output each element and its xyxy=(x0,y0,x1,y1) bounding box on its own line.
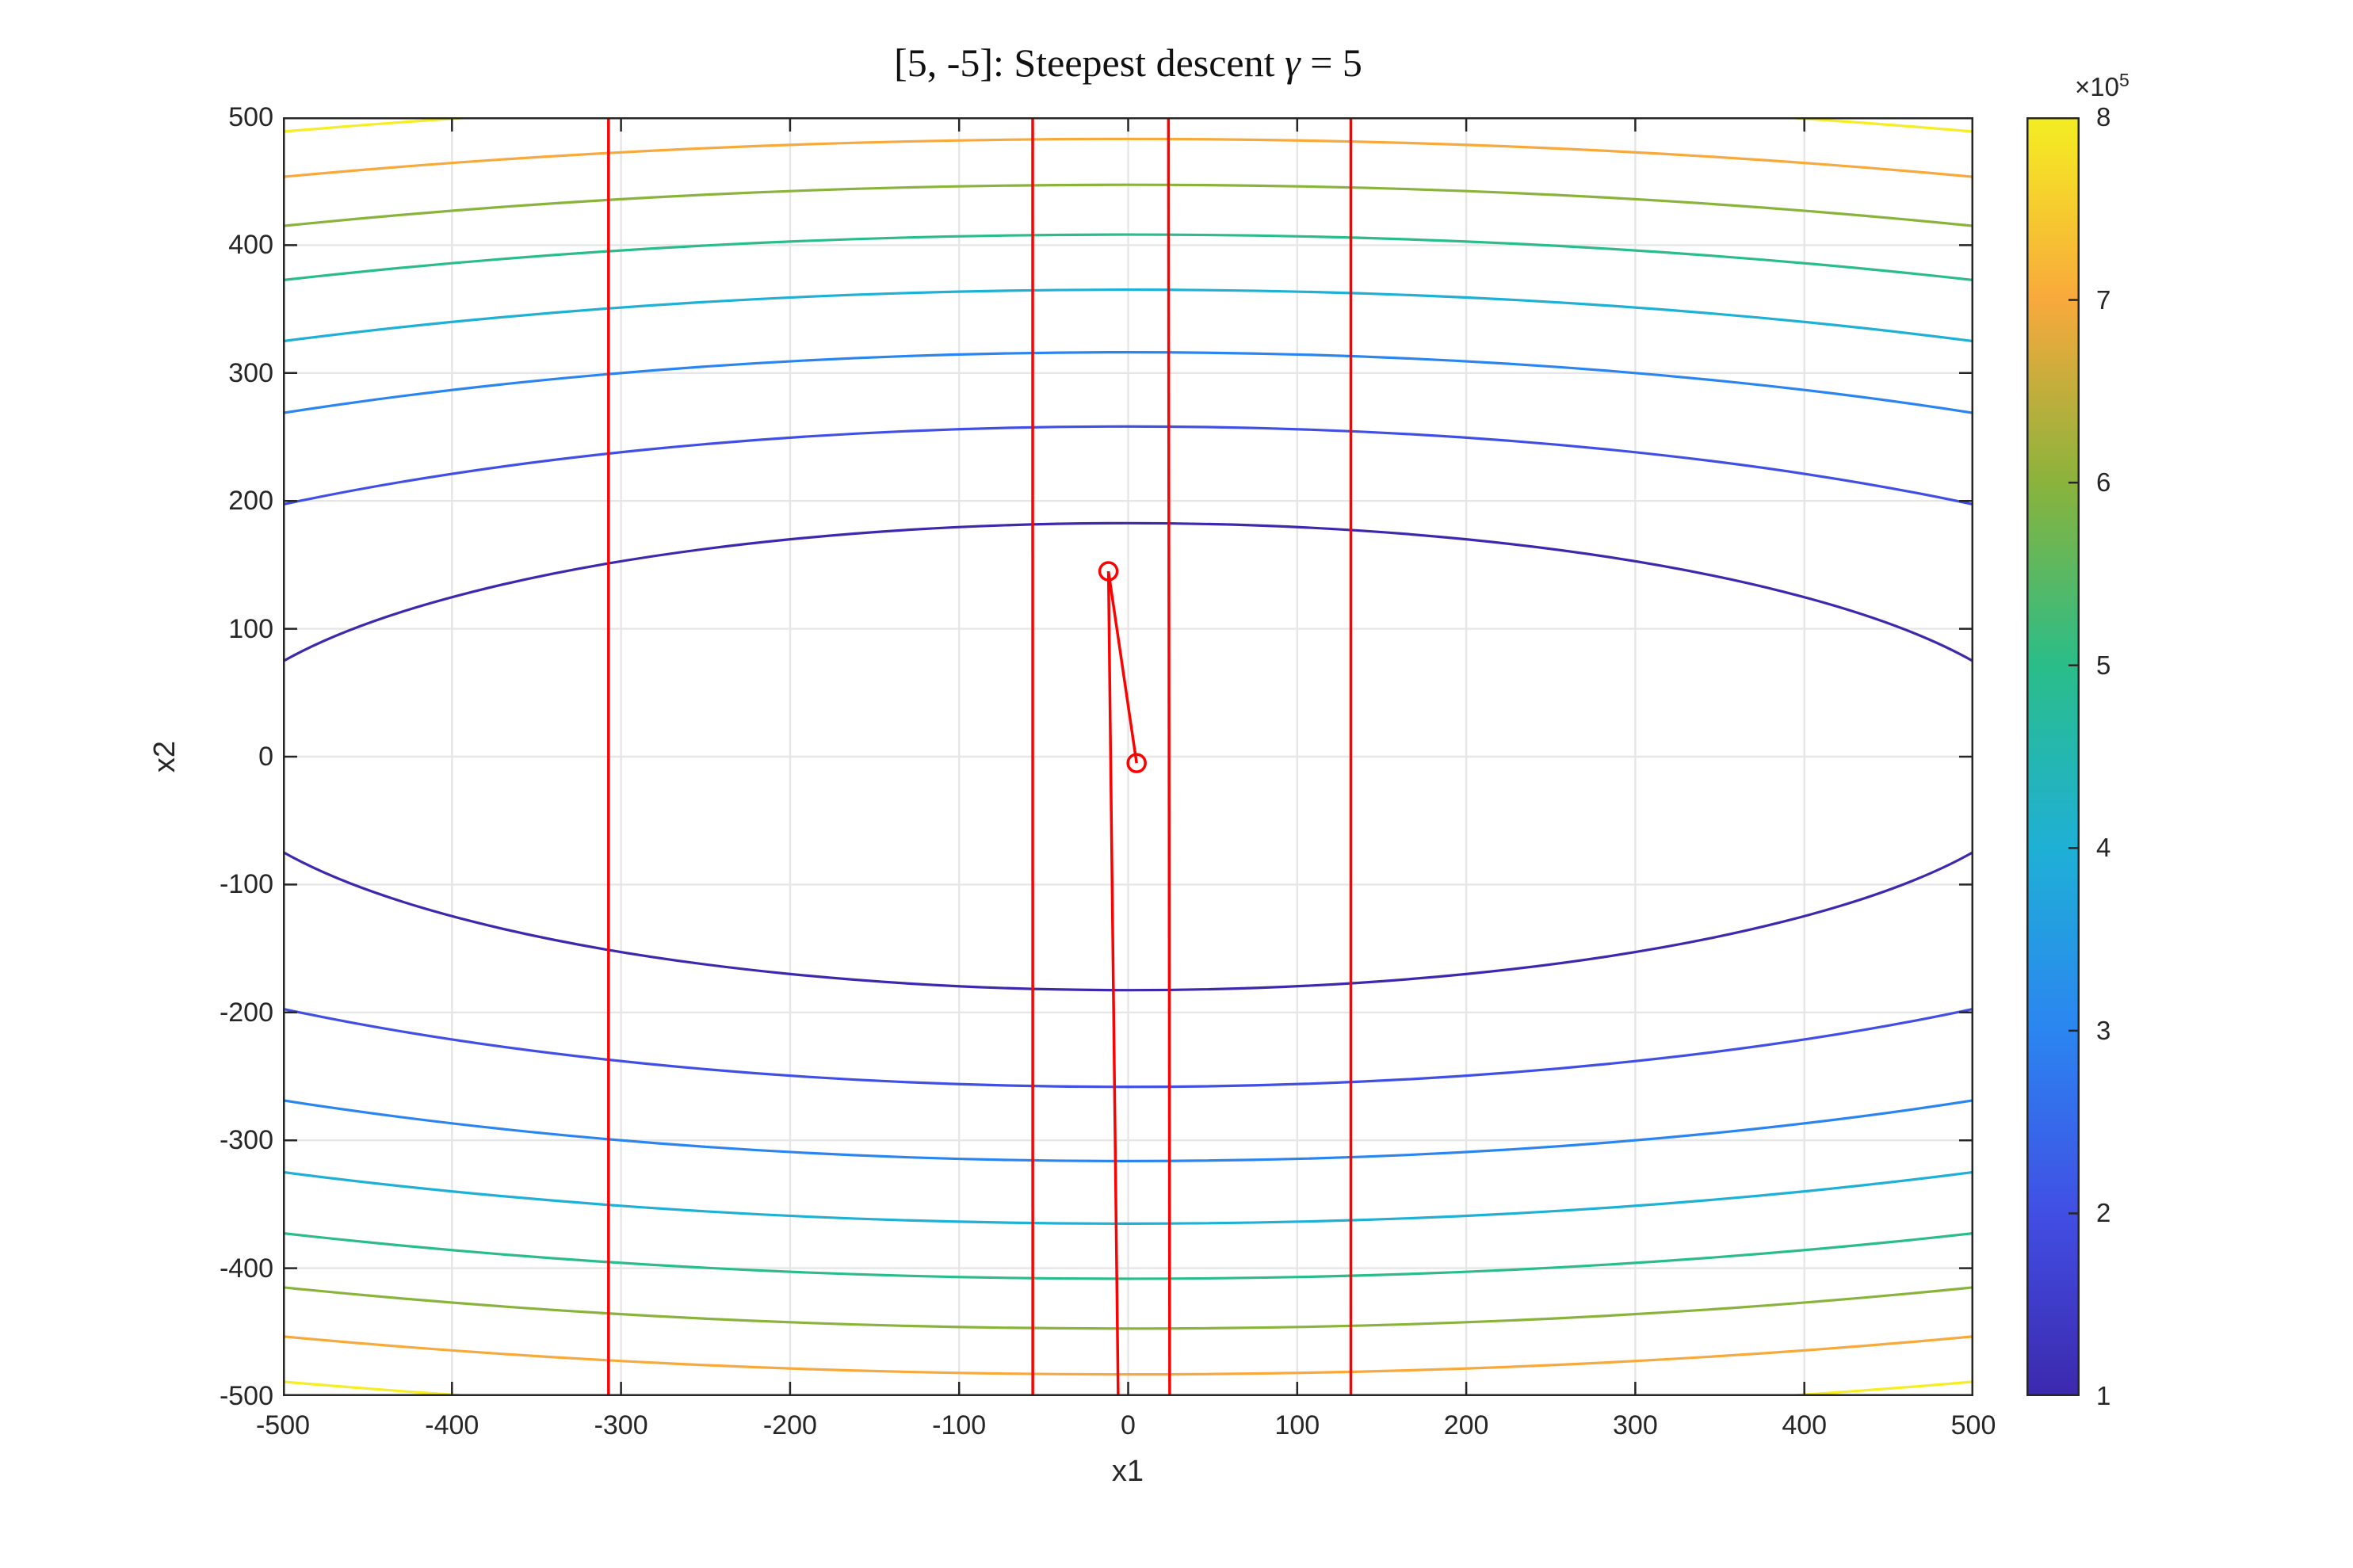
colorbar-tick-label: 8 xyxy=(2096,102,2111,132)
contour-line xyxy=(283,351,1973,1162)
descent-point-marker xyxy=(1098,561,1119,582)
colorbar-tick-label: 5 xyxy=(2096,650,2111,680)
colorbar-gradient xyxy=(2026,117,2080,1396)
plot-area xyxy=(283,117,1973,1396)
y-tick-label: -400 xyxy=(219,1253,273,1284)
y-tick-label: -100 xyxy=(219,869,273,900)
x-tick-label: 100 xyxy=(1274,1410,1320,1440)
descent-path-segment xyxy=(1167,117,1171,1396)
x-tick-label: 500 xyxy=(1950,1410,1996,1440)
y-tick-label: 400 xyxy=(228,230,273,261)
gamma-symbol: γ xyxy=(1285,40,1301,85)
y-tick-label: -200 xyxy=(219,997,273,1028)
y-tick-label: -500 xyxy=(219,1381,273,1411)
colorbar-tick-label: 1 xyxy=(2096,1381,2111,1410)
y-tick-label: 300 xyxy=(228,357,273,388)
x-tick-label: -300 xyxy=(594,1410,648,1440)
y-tick-label: 100 xyxy=(228,613,273,644)
y-axis-label: x2 xyxy=(148,740,181,773)
contour-line xyxy=(283,233,1973,1280)
colorbar-exponent: ×105 xyxy=(2075,70,2130,101)
descent-point-marker xyxy=(1126,753,1147,773)
colorbar-tick-label: 2 xyxy=(2096,1198,2111,1228)
contour-line xyxy=(283,137,1973,1376)
colorbar xyxy=(2026,117,2080,1396)
contour-line xyxy=(283,521,1973,992)
x-tick-label: 0 xyxy=(1121,1410,1136,1440)
axes-box xyxy=(283,117,1973,1396)
plot-title: [5, -5]: Steepest descent γ = 5 xyxy=(894,40,1362,85)
colorbar-tick-label: 6 xyxy=(2096,467,2111,498)
descent-path-segment xyxy=(1106,570,1138,764)
x-tick-label: -200 xyxy=(762,1410,817,1440)
contour-line xyxy=(283,288,1973,1225)
y-tick-label: 200 xyxy=(228,486,273,517)
y-tick-label: -300 xyxy=(219,1125,273,1156)
y-tick-label: 500 xyxy=(228,102,273,132)
x-tick-label: 400 xyxy=(1782,1410,1828,1440)
y-tick-label: 0 xyxy=(258,742,273,772)
colorbar-tick-label: 3 xyxy=(2096,1015,2111,1045)
colorbar-tick-label: 7 xyxy=(2096,284,2111,315)
x-tick-label: 300 xyxy=(1613,1410,1658,1440)
contour-line xyxy=(283,183,1973,1330)
x-tick-label: -400 xyxy=(425,1410,479,1440)
x-tick-label: 200 xyxy=(1443,1410,1489,1440)
x-tick-label: -500 xyxy=(255,1410,311,1440)
contour-line xyxy=(283,425,1973,1089)
x-axis-label: x1 xyxy=(1111,1455,1144,1488)
descent-path-segment xyxy=(1106,570,1120,1396)
colorbar-tick-label: 4 xyxy=(2096,833,2111,863)
x-tick-label: -100 xyxy=(932,1410,987,1440)
